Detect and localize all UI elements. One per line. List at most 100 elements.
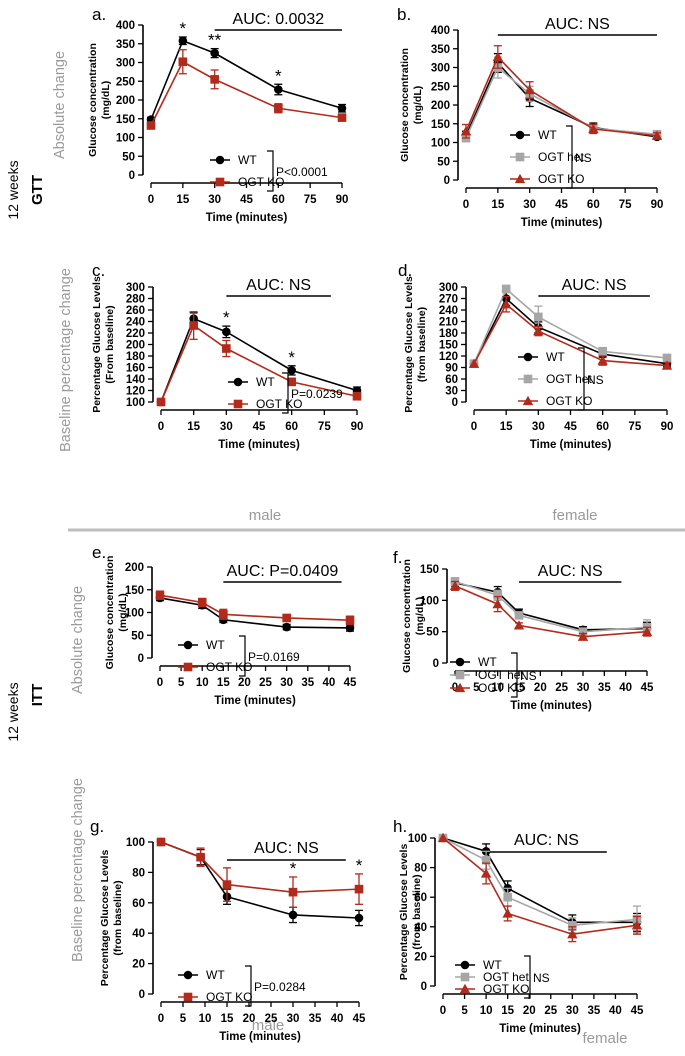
data-point-d-het <box>598 347 607 356</box>
male-label-gtt: male <box>249 507 282 524</box>
x-tick-label-c: 60 <box>285 421 298 433</box>
x-tick-label-c: 0 <box>158 421 164 433</box>
legend-marker-d-ko <box>522 395 534 406</box>
y-axis-label-b: Glucose concentration <box>399 48 411 162</box>
data-point-h-ko <box>631 920 643 930</box>
x-tick-label-b: 30 <box>523 199 536 211</box>
x-tick-label-d: 75 <box>628 421 641 433</box>
legend-label-d-ko: OGT KO <box>546 394 592 408</box>
data-point-c-wt <box>287 366 296 375</box>
panel-h: h. 0 20 40 60 80 100 0 5 10 15 20 25 30 35 40 45 Time (mi… <box>393 817 644 1035</box>
data-point-e-ko <box>219 610 228 619</box>
significance-mark-c: * <box>288 348 295 367</box>
legend-label-b-wt: WT <box>538 128 557 142</box>
x-axis-label-f: Time (minutes) <box>510 700 592 712</box>
y-tick-label-d: 30 <box>445 386 458 398</box>
data-point-c-ko <box>222 344 231 353</box>
data-point-h-het <box>568 921 577 930</box>
stats-bracket-a <box>267 150 274 192</box>
legend-marker-e-ko <box>183 662 193 672</box>
data-point-e-ko <box>345 615 355 625</box>
y-tick-label-c: 120 <box>126 386 145 398</box>
y-axis-label-e: (mg/dL) <box>117 593 129 632</box>
x-tick-label-h: 35 <box>587 1005 600 1017</box>
x-tick-label-e: 25 <box>259 677 272 689</box>
y-tick-label-d: 60 <box>445 374 458 386</box>
y-tick-label-g: 60 <box>132 898 145 910</box>
panel-label-e: e. <box>92 543 106 562</box>
data-point-h-ko <box>567 929 578 939</box>
x-axis-label-b: Time (minutes) <box>521 217 603 229</box>
x-tick-label-e: 15 <box>217 677 230 689</box>
stats-bracket-c <box>282 372 289 414</box>
x-tick-label-d: 0 <box>471 421 477 433</box>
panel-b: b. 0 50 100 150 200 250 300 350 400 0 15 30 45 60 75 90 T… <box>397 5 663 229</box>
x-axis-label-a: Time (minutes) <box>206 212 288 224</box>
twelve-weeks-itt-label: 12 weeks <box>5 682 21 741</box>
x-axis-label-e: Time (minutes) <box>214 695 296 707</box>
y-tick-label-e: 100 <box>125 608 144 620</box>
x-tick-label-g: 20 <box>243 1013 256 1025</box>
y-tick-label-d: 210 <box>439 317 458 329</box>
legend-label-h-het: OGT het <box>483 970 529 984</box>
x-tick-label-h: 40 <box>609 1005 622 1017</box>
stats-bracket-b <box>566 125 573 189</box>
y-tick-label-d: 150 <box>439 340 458 352</box>
x-tick-label-h: 5 <box>461 1005 468 1017</box>
baseline-change-label-gtt: Baseline percentage change <box>58 268 74 452</box>
x-tick-label-c: 45 <box>253 421 266 433</box>
x-tick-label-g: 30 <box>287 1013 300 1025</box>
x-tick-label-h: 15 <box>501 1005 514 1017</box>
auc-label-h: AUC: NS <box>514 832 579 849</box>
data-point-g-ko <box>222 880 232 889</box>
y-tick-label-b: 300 <box>431 63 450 75</box>
x-tick-label-b: 0 <box>463 199 469 211</box>
data-point-h-ko <box>437 832 449 843</box>
y-tick-label-b: 150 <box>431 119 450 131</box>
y-tick-label-a: 150 <box>116 114 135 126</box>
y-tick-label-a: 50 <box>122 151 135 163</box>
y-axis-label-a: Glucose concentration <box>87 43 99 157</box>
x-tick-label-f: 10 <box>491 682 504 694</box>
y-axis-label-h: (from baseline) <box>411 874 423 949</box>
legend-marker-g-wt <box>183 970 193 980</box>
y-axis-label-a: (mg/dL) <box>100 81 112 120</box>
data-point-a-wt <box>337 103 347 113</box>
x-tick-label-h: 45 <box>631 1005 644 1017</box>
significance-mark-a: * <box>180 19 187 38</box>
x-tick-label-d: 90 <box>661 421 674 433</box>
y-tick-label-a: 0 <box>129 170 135 182</box>
data-point-g-wt <box>354 913 364 923</box>
y-tick-label-d: 90 <box>445 363 458 375</box>
y-tick-label-a: 100 <box>116 133 135 145</box>
legend-label-g-ko: OGT KO <box>206 990 252 1004</box>
legend-marker-c-ko <box>233 399 243 409</box>
baseline-change-label-itt: Baseline percentage change <box>70 778 86 962</box>
x-tick-label-e: 20 <box>238 677 251 689</box>
legend-label-c-ko: OGT KO <box>256 397 302 411</box>
y-axis-label-f: Glucose concentration <box>401 559 413 673</box>
data-point-a-wt <box>178 36 188 46</box>
y-tick-label-a: 200 <box>116 95 135 107</box>
y-tick-label-b: 0 <box>444 175 450 187</box>
data-point-d-het <box>662 353 672 363</box>
legend-marker-b-wt <box>515 130 525 140</box>
data-point-e-wt <box>282 622 291 632</box>
x-tick-label-f: 25 <box>555 682 568 694</box>
auc-label-a: AUC: 0.0032 <box>233 11 325 28</box>
x-tick-label-d: 60 <box>596 421 609 433</box>
y-tick-label-c: 240 <box>126 317 145 329</box>
x-tick-label-f: 5 <box>473 682 480 694</box>
x-tick-label-b: 15 <box>491 199 504 211</box>
y-tick-label-g: 0 <box>139 989 145 1001</box>
data-point-a-wt <box>210 48 219 58</box>
auc-label-f: AUC: NS <box>538 563 603 580</box>
legend-label-e-ko: OGT KO <box>206 660 252 674</box>
data-point-f-ko <box>641 626 653 636</box>
y-tick-label-e: 50 <box>131 630 144 642</box>
x-tick-label-b: 45 <box>555 199 568 211</box>
x-tick-label-g: 45 <box>353 1013 366 1025</box>
y-tick-label-c: 280 <box>126 294 145 306</box>
male-label-itt: male <box>252 1017 285 1034</box>
